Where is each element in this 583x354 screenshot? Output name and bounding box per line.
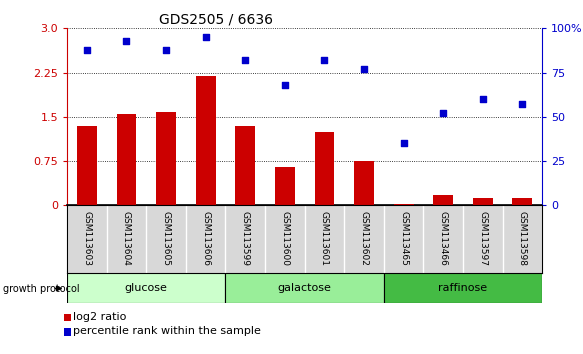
Text: growth protocol: growth protocol	[3, 284, 79, 293]
Point	[518, 102, 527, 107]
Text: galactose: galactose	[278, 282, 332, 293]
Text: GSM113601: GSM113601	[320, 211, 329, 266]
Point	[438, 110, 448, 116]
Text: GSM113606: GSM113606	[201, 211, 210, 266]
Text: GSM113465: GSM113465	[399, 211, 408, 266]
Bar	[314, 132, 334, 205]
Point	[241, 57, 250, 63]
Text: GSM113597: GSM113597	[478, 211, 487, 266]
Bar	[433, 195, 453, 205]
Point	[359, 66, 368, 72]
Bar	[117, 114, 136, 205]
Text: GSM113598: GSM113598	[518, 211, 527, 266]
Point	[122, 38, 131, 44]
Bar	[384, 273, 542, 303]
Text: percentile rank within the sample: percentile rank within the sample	[73, 326, 261, 336]
Bar	[156, 112, 176, 205]
Bar	[196, 75, 216, 205]
Bar	[394, 204, 413, 205]
Point	[478, 96, 487, 102]
Text: GSM113605: GSM113605	[161, 211, 171, 266]
Bar	[67, 273, 226, 303]
Text: GSM113602: GSM113602	[360, 211, 368, 266]
Bar	[236, 126, 255, 205]
Text: raffinose: raffinose	[438, 282, 487, 293]
Point	[280, 82, 290, 88]
Bar	[473, 198, 493, 205]
Point	[319, 57, 329, 63]
Point	[201, 34, 210, 40]
Text: GSM113599: GSM113599	[241, 211, 250, 266]
Text: glucose: glucose	[125, 282, 168, 293]
Point	[161, 47, 171, 52]
Bar	[512, 198, 532, 205]
Text: GSM113604: GSM113604	[122, 211, 131, 266]
Text: log2 ratio: log2 ratio	[73, 312, 127, 322]
Bar	[275, 167, 295, 205]
Bar	[226, 273, 384, 303]
Point	[82, 47, 92, 52]
Text: GSM113603: GSM113603	[82, 211, 92, 266]
Text: GDS2505 / 6636: GDS2505 / 6636	[159, 12, 273, 27]
Text: GSM113466: GSM113466	[438, 211, 448, 266]
Point	[399, 141, 408, 146]
Bar	[77, 126, 97, 205]
Text: GSM113600: GSM113600	[280, 211, 289, 266]
Bar	[354, 161, 374, 205]
